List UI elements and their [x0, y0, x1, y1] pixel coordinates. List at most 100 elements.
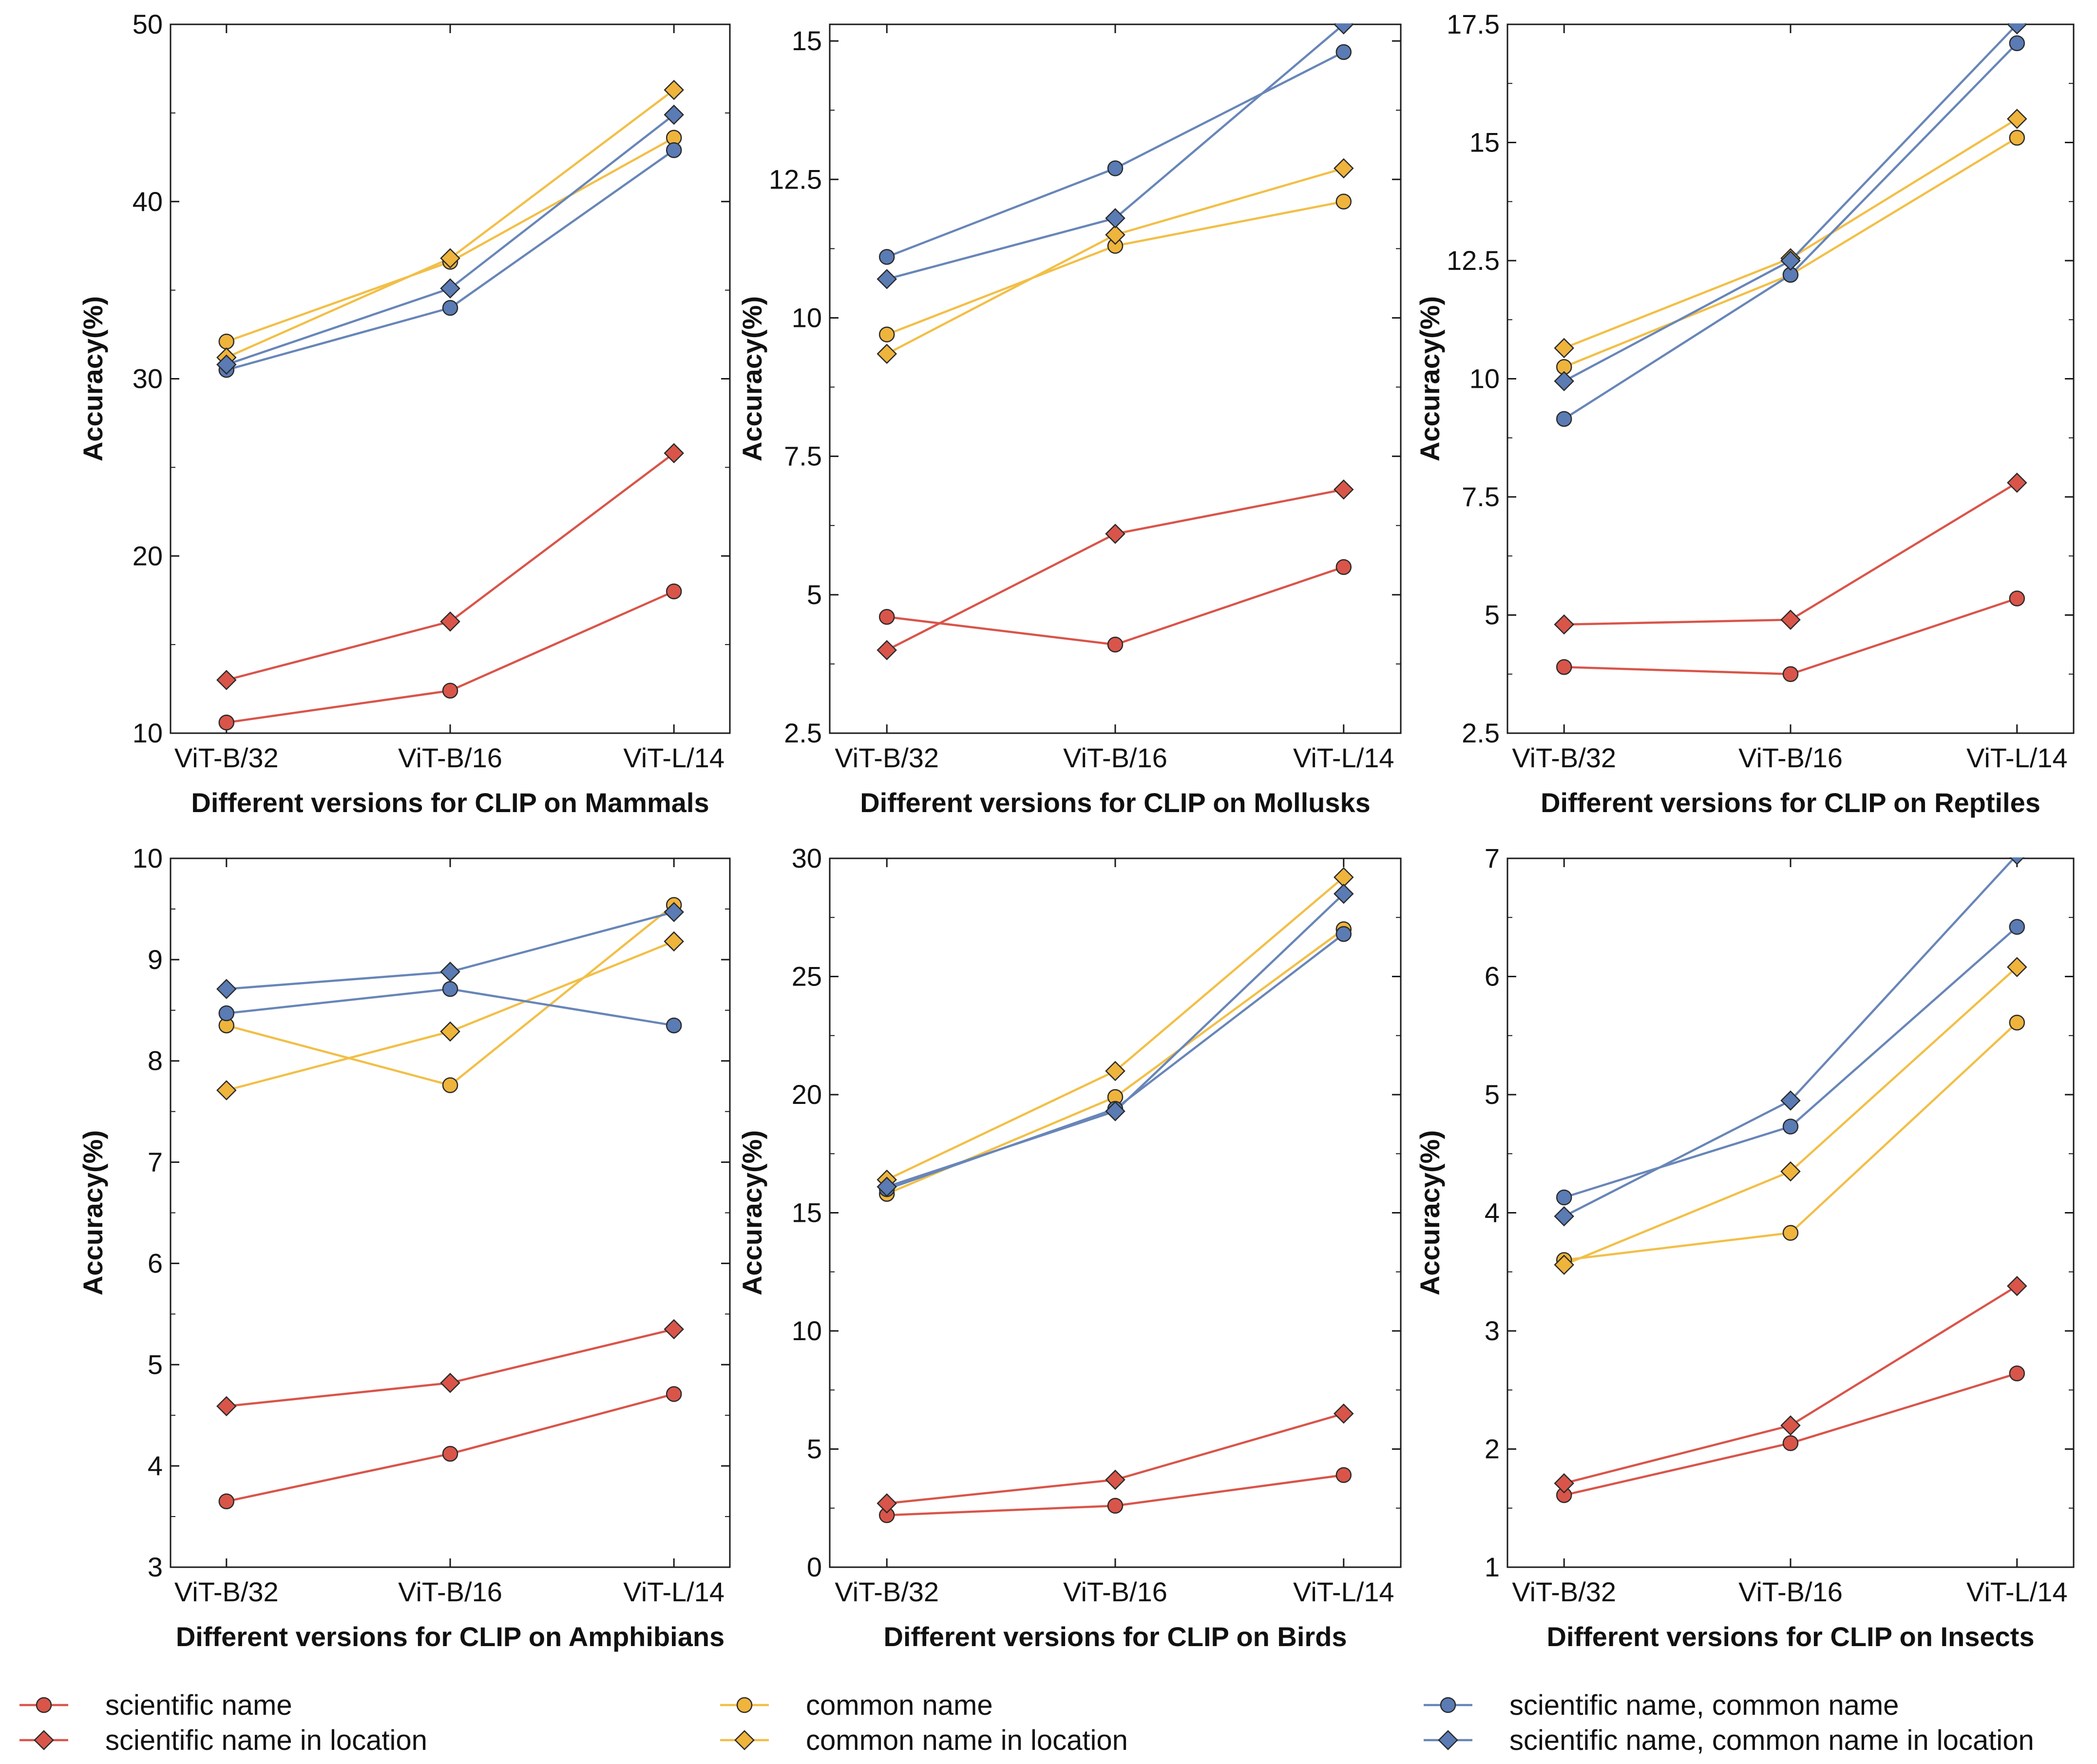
data-point-scientific-name-common-name-in-location: [2007, 23, 2027, 35]
data-point-scientific-name-common-name: [442, 981, 458, 997]
y-tick-label: 15: [792, 25, 822, 56]
data-point-scientific-name-common-name-in-location: [664, 104, 684, 125]
y-tick-label: 5: [1485, 1079, 1500, 1110]
data-point-common-name-in-location: [2007, 109, 2027, 129]
data-point-scientific-name-common-name: [2009, 35, 2025, 52]
data-point-scientific-name-common-name: [1335, 926, 1352, 942]
data-point-common-name: [442, 1077, 458, 1093]
series-line-scientific-name-in-location: [226, 452, 675, 682]
data-point-scientific-name-in-location: [440, 611, 460, 632]
data-point-scientific-name-in-location: [1780, 1415, 1801, 1436]
y-tick-label: 9: [148, 944, 163, 975]
data-point-scientific-name-common-name-in-location: [877, 1176, 897, 1197]
data-point-scientific-name-in-location: [1780, 609, 1801, 630]
series-group: [216, 79, 684, 731]
data-point-scientific-name: [218, 1493, 235, 1510]
legend-label: scientific name in location: [105, 1725, 427, 1756]
plot-frame: [829, 23, 1402, 734]
chart-panel-reptiles: 2.5 5 7.5 10 12.5 15 17.5 ViT-B/32 ViT-B/16 ViT-L…: [1414, 9, 2075, 818]
data-point-scientific-name: [2009, 1366, 2025, 1382]
x-tick-label: ViT-B/16: [1063, 1576, 1167, 1607]
legend-item-common-name-in-location: common name in location: [720, 1725, 1128, 1756]
chart-panel-amphibians: 3 4 5 6 7 8 9 10 ViT-B/32 ViT-B/16 ViT-L/14 Accurac…: [77, 843, 731, 1652]
series-line-scientific-name-common-name: [1563, 42, 2018, 420]
data-point-scientific-name-common-name: [218, 1005, 235, 1022]
y-axis-title: Accuracy(%): [77, 296, 108, 461]
y-tick-label: 30: [133, 363, 163, 394]
data-point-common-name-in-location: [440, 248, 460, 268]
x-tick-label: ViT-B/16: [1738, 1576, 1843, 1607]
data-point-common-name-in-location: [1105, 1061, 1125, 1081]
series-line-common-name: [1563, 1022, 2018, 1261]
data-point-common-name: [2009, 1014, 2025, 1031]
data-point-common-name-in-location: [1554, 1254, 1574, 1275]
data-point-scientific-name-in-location: [877, 1493, 897, 1514]
data-point-scientific-name-in-location: [664, 1319, 684, 1340]
data-point-scientific-name: [1782, 1435, 1799, 1451]
y-tick-label: 6: [148, 1248, 163, 1278]
data-point-common-name-in-location: [2007, 957, 2027, 977]
y-tick-label: 25: [792, 961, 822, 992]
series-line-common-name-in-location: [886, 876, 1345, 1181]
data-point-scientific-name-in-location: [877, 640, 897, 661]
x-tick-label: ViT-B/32: [1512, 742, 1616, 773]
legend-label: scientific name: [105, 1689, 292, 1721]
series-line-scientific-name-in-location: [1564, 481, 2018, 626]
data-point-common-name-in-location: [1105, 225, 1125, 245]
series-line-scientific-name-in-location: [1563, 1285, 2018, 1485]
x-axis-title: Different versions for CLIP on Reptiles: [1541, 787, 2040, 818]
data-point-scientific-name-in-location: [216, 670, 237, 690]
y-tick-label: 7: [148, 1147, 163, 1177]
data-point-common-name-in-location: [877, 343, 897, 364]
x-tick-label: ViT-B/16: [398, 1576, 502, 1607]
series-line-scientific-name: [886, 566, 1344, 646]
data-point-scientific-name: [1107, 1498, 1124, 1514]
y-tick-label: 10: [792, 1315, 822, 1346]
data-point-scientific-name: [1556, 659, 1572, 675]
data-point-scientific-name-common-name: [1107, 160, 1124, 176]
x-tick-label: ViT-B/32: [835, 1576, 939, 1607]
data-point-scientific-name-common-name-in-location: [216, 354, 237, 375]
data-point-scientific-name: [666, 583, 682, 600]
data-point-scientific-name: [1782, 666, 1799, 682]
y-axis-title: Accuracy(%): [77, 1130, 108, 1295]
data-point-scientific-name-common-name-in-location: [1554, 1206, 1574, 1227]
y-tick-label: 10: [1469, 363, 1500, 394]
x-tick-label: ViT-L/14: [1293, 1576, 1394, 1607]
data-point-scientific-name-common-name-in-location: [877, 269, 897, 289]
y-tick-label: 5: [148, 1349, 163, 1380]
series-group: [877, 23, 1354, 661]
data-point-scientific-name-in-location: [1105, 1469, 1125, 1490]
data-point-scientific-name-common-name-in-location: [440, 962, 460, 982]
legend-item-common-name: common name: [720, 1689, 993, 1721]
y-tick-label: 7: [1485, 843, 1500, 873]
y-tick-label: 12.5: [1447, 245, 1500, 276]
chart-panel-mammals: 10 20 30 40 50 ViT-B/32 ViT-B/16 ViT-L/14 Accura…: [77, 9, 731, 818]
y-tick-label: 5: [1485, 600, 1500, 630]
data-point-common-name: [2009, 130, 2025, 146]
data-point-common-name: [218, 333, 235, 350]
y-tick-label: 30: [792, 843, 822, 873]
legend-marker: [734, 1730, 755, 1750]
series-line-scientific-name-in-location: [226, 1328, 674, 1407]
x-tick-label: ViT-L/14: [623, 1576, 724, 1607]
data-point-scientific-name-common-name: [1782, 1119, 1799, 1135]
y-tick-label: 3: [1485, 1315, 1500, 1346]
legend-marker: [736, 1697, 753, 1713]
series-group: [1554, 23, 2027, 682]
data-point-common-name-in-location: [1780, 1161, 1801, 1182]
x-tick-label: ViT-L/14: [623, 742, 724, 773]
legend-marker: [1438, 1730, 1458, 1750]
y-tick-label: 7.5: [1462, 481, 1500, 512]
data-point-scientific-name-common-name-in-location: [1334, 883, 1354, 904]
x-tick-label: ViT-L/14: [1966, 742, 2068, 773]
data-point-scientific-name-in-location: [1105, 524, 1125, 544]
chart-panel-birds: 0 5 10 15 20 25 30 ViT-B/32 ViT-B/16 ViT-L/14 Accu…: [737, 843, 1402, 1652]
legend-label: scientific name, common name: [1509, 1689, 1899, 1721]
series-line-scientific-name-common-name: [1563, 926, 2018, 1199]
x-tick-label: ViT-B/32: [1512, 1576, 1616, 1607]
data-point-scientific-name-in-location: [440, 1372, 460, 1393]
data-point-common-name: [1782, 1225, 1799, 1241]
data-point-scientific-name: [218, 714, 235, 731]
